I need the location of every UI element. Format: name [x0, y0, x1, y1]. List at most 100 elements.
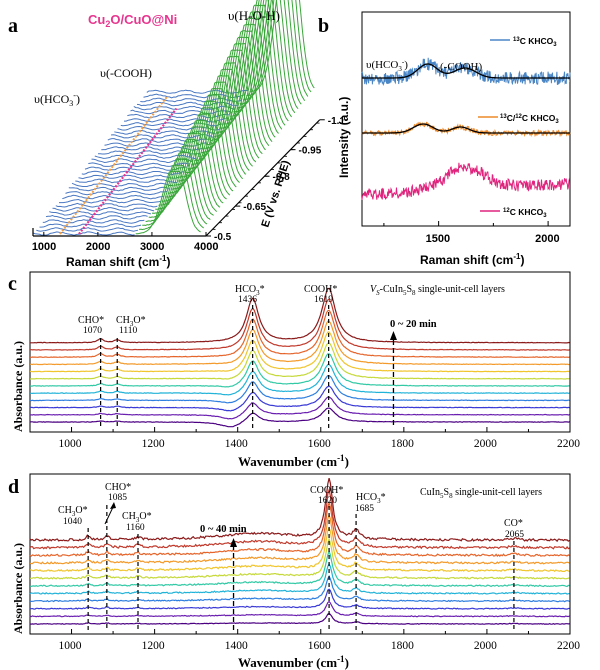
- panel-d-letter: d: [8, 476, 19, 498]
- panel-b-xlabel: Raman shift (cm-1): [420, 252, 524, 267]
- panel-c-peak-ch3o-value: 1110: [119, 326, 138, 336]
- panel-c-peak-cho-name: CHO*: [78, 315, 104, 326]
- panel-a-spectrum-water: [220, 4, 286, 129]
- panel-a-spectrum-baseline: [133, 105, 236, 111]
- panel-a-spectrum-baseline: [136, 101, 239, 107]
- panel-d-peak-ch3o-1-name: CH3O*: [58, 505, 88, 518]
- panel-a-spectrum-baseline: [120, 122, 223, 127]
- panel-b-ticks: 1500 2000: [383, 221, 560, 245]
- panel-b-fit-1: [362, 123, 570, 134]
- panel-c-x-tick-label: 1800: [391, 438, 414, 450]
- panel-a-spectrum-baseline: [75, 178, 177, 184]
- panel-d-spectrum: [29, 574, 570, 603]
- panel-a-spectrum-baseline: [130, 109, 233, 115]
- panel-c-spectrum: [29, 385, 570, 412]
- panel-a-spectrum-baseline: [52, 207, 155, 212]
- panel-a-spectrum-baseline: [78, 174, 181, 180]
- panel-d-x-tick-label: 1600: [308, 640, 331, 652]
- panel-a-spectrum-water: [242, 0, 309, 101]
- panel-a-hco3-label: υ(HCO3-): [34, 91, 80, 108]
- panel-a: a Cu2O/CuO@Ni 1000 2000 3000 4000 -1.1 -0.95 -…: [8, 0, 345, 269]
- panel-a-spectrum-baseline: [39, 223, 142, 228]
- panel-d-title: CuIn5S8 single-unit-cell layers: [420, 487, 542, 500]
- panel-a-spectrum-baseline: [81, 170, 184, 176]
- panel-d-spectrum: [29, 600, 570, 618]
- panel-d-peak-hco3-value: 1685: [355, 504, 374, 514]
- panel-c-spectrum: [29, 407, 570, 428]
- panel-c-peak-cooh-value: 1619: [314, 295, 333, 305]
- panel-a-spectrum-baseline: [49, 210, 152, 216]
- panel-c-ticks: 1000 1200 1400 1600 1800 2000 2200: [29, 427, 580, 450]
- panel-c-time-label: 0 ~ 20 min: [390, 319, 437, 330]
- panel-a-spectrum-water: [236, 0, 302, 109]
- panel-d-x-tick-label: 2000: [474, 640, 497, 652]
- panel-a-spectrum-water: [223, 0, 289, 125]
- panel-c-peak-ch3o-name: CH3O*: [116, 315, 146, 328]
- panel-d-peak-ch3o-2-name: CH3O*: [122, 511, 152, 524]
- panel-c-x-tick-label: 2000: [474, 438, 497, 450]
- panel-b-hco3-label: υ(HCO3-): [366, 58, 408, 73]
- panel-c-title: VS-CuIn5S8 single-unit-cell layers: [370, 284, 505, 297]
- panel-a-spectrum-baseline: [84, 166, 187, 171]
- panel-d-series: [29, 477, 570, 625]
- panel-b-x-tick-label: 2000: [535, 233, 559, 245]
- panel-d-spectrum: [30, 588, 570, 610]
- panel-d-spectrum: [29, 513, 570, 565]
- panel-d-xlabel: Wavenumber (cm-1): [238, 654, 349, 670]
- panel-d-x-tick-label: 1000: [59, 640, 82, 652]
- panel-d-peak-ch3o-2-value: 1160: [126, 523, 145, 533]
- panel-a-spectrum-baseline: [127, 113, 229, 119]
- panel-c-letter: c: [8, 273, 17, 295]
- panel-a-cooh-label: υ(-COOH): [100, 66, 152, 80]
- panel-a-ticks: 1000 2000 3000 4000 -1.1 -0.95 -0.8 -0.65 -0.5: [32, 116, 346, 253]
- panel-d-peak-markers: [87, 505, 515, 630]
- panel-a-spectrum-water: [229, 0, 296, 117]
- panel-c-x-tick-label: 1400: [225, 438, 248, 450]
- panel-a-spectrum-water: [246, 0, 312, 97]
- panel-a-xlabel: Raman shift (cm-1): [66, 254, 170, 269]
- panel-d-peak-cooh-value: 1620: [318, 496, 337, 506]
- panel-b-ylabel: Intensity (a.u.): [337, 97, 351, 178]
- panel-c: c 1000 1200 1400 1600 1800 2000 2200 Absorbanc…: [8, 271, 580, 469]
- panel-d-peak-co-name: CO*: [504, 518, 523, 529]
- panel-c-spectrum: [29, 331, 570, 373]
- panel-a-spectrum-baseline: [91, 158, 194, 164]
- panel-b-legend-12c: 12C KHCO3: [503, 207, 547, 219]
- panel-a-x-tick-label: 1000: [32, 241, 56, 253]
- panel-b-series-0: [361, 57, 571, 87]
- panel-d-ylabel: Absorbance (a.u.): [11, 543, 25, 634]
- panel-a-x-tick-label: 2000: [86, 241, 110, 253]
- panel-a-spectrum-water: [226, 0, 293, 121]
- panel-c-x-tick-label: 1600: [308, 438, 331, 450]
- panel-c-spectrum: [29, 342, 570, 380]
- panel-a-spectrum-baseline: [59, 198, 161, 204]
- panel-d-frame: [29, 473, 571, 635]
- panel-a-z-tick-label: -0.95: [299, 146, 322, 157]
- panel-d-spectrum: [29, 477, 570, 543]
- panel-d-x-tick-label: 1800: [391, 640, 414, 652]
- panel-b-series-2: [361, 162, 570, 200]
- panel-a-spectrum-water: [249, 0, 315, 93]
- panel-b-cooh-label: (-COOH): [440, 61, 482, 73]
- panel-a-axes: [32, 119, 321, 237]
- panel-d-peak-cho-value: 1085: [108, 493, 127, 503]
- panel-d-spectrum: [29, 526, 570, 573]
- panel-c-spectrum: [30, 309, 570, 358]
- panel-c-xlabel: Wavenumber (cm-1): [238, 453, 349, 469]
- panel-d-spectrum: [29, 487, 570, 550]
- panel-d-peak-co-value: 2065: [505, 530, 524, 540]
- panel-a-spectrum-baseline: [71, 182, 174, 188]
- panel-c-spectrum: [29, 396, 570, 420]
- panel-a-spectrum-baseline: [42, 219, 145, 224]
- panel-a-z-tick-label: -0.65: [243, 202, 266, 213]
- panel-c-spectrum: [30, 363, 570, 396]
- panel-d-time-arrowhead: [230, 538, 238, 547]
- panel-b-x-tick-label: 1500: [426, 233, 450, 245]
- panel-c-peak-hco3-value: 1436: [238, 295, 257, 305]
- panel-c-ylabel: Absorbance (a.u.): [11, 341, 25, 432]
- panel-a-zlabel: E (V vs. RHE): [259, 159, 292, 229]
- panel-a-spectrum-baseline: [124, 117, 226, 123]
- panel-b-legend-1312c: 13C/12C KHCO3: [500, 113, 559, 125]
- panel-a-x-tick-label: 3000: [140, 241, 164, 253]
- panel-a-spectrum-baseline: [32, 231, 135, 236]
